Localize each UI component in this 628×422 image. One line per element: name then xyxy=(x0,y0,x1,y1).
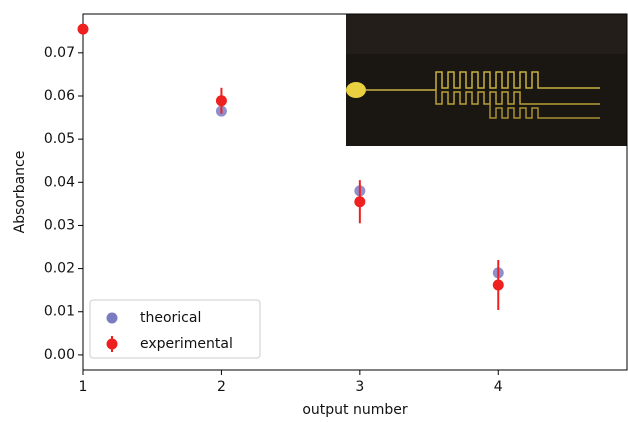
x-tick-label: 2 xyxy=(217,379,226,395)
y-tick-label: 0.05 xyxy=(44,131,75,147)
y-tick-label: 0.01 xyxy=(44,304,75,320)
y-tick-label: 0.02 xyxy=(44,261,75,277)
x-tick-label: 4 xyxy=(494,379,503,395)
y-tick-label: 0.04 xyxy=(44,174,75,190)
legend-label: theorical xyxy=(140,310,201,326)
data-point xyxy=(77,23,89,35)
legend-marker xyxy=(106,338,118,350)
data-point xyxy=(215,95,227,107)
data-point xyxy=(354,196,366,208)
x-axis-label: output number xyxy=(302,402,408,418)
legend-marker xyxy=(106,312,118,324)
photo-probe xyxy=(346,82,366,98)
photo-channel xyxy=(435,90,600,105)
data-point xyxy=(492,279,504,291)
axes-frame xyxy=(82,13,628,371)
legend-label: experimental xyxy=(140,336,233,352)
x-tick-label: 1 xyxy=(79,379,88,395)
photo-channel xyxy=(366,71,600,91)
y-tick-label: 0.03 xyxy=(44,217,75,233)
photo-shade xyxy=(346,14,627,54)
legend-box xyxy=(89,299,261,359)
y-tick-label: 0.00 xyxy=(44,347,75,363)
photo-channel xyxy=(489,104,600,119)
y-axis-label: Absorbance xyxy=(12,151,28,234)
y-tick-label: 0.07 xyxy=(44,45,75,61)
x-tick-label: 3 xyxy=(355,379,364,395)
inset-photo xyxy=(346,14,627,146)
y-tick-label: 0.06 xyxy=(44,88,75,104)
